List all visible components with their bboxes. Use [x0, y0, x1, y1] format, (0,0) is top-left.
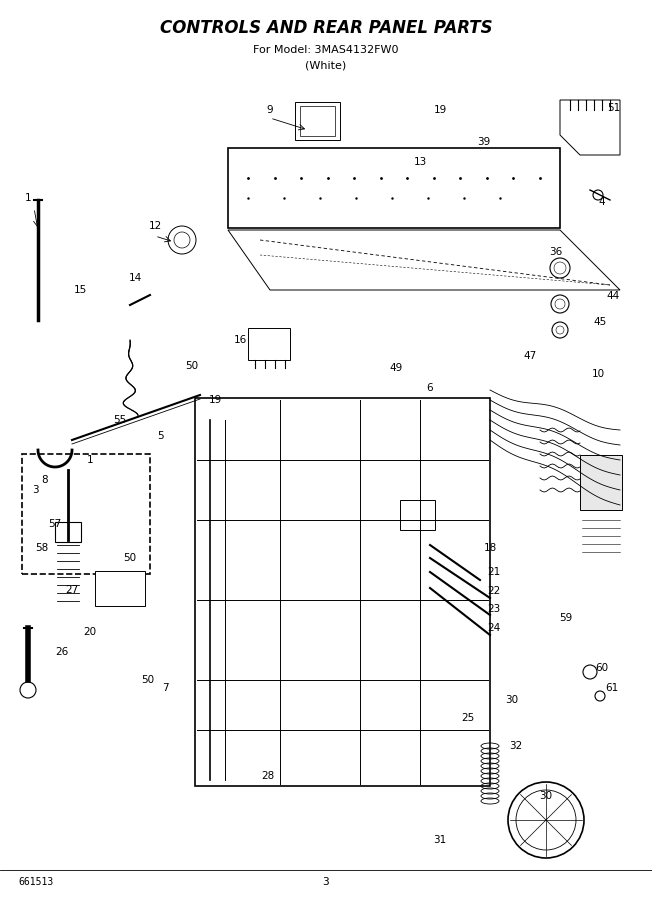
Text: 10: 10 [591, 369, 604, 379]
Text: 61: 61 [605, 683, 619, 693]
Text: 50: 50 [123, 553, 136, 563]
Text: 1: 1 [87, 455, 93, 465]
Text: 60: 60 [595, 663, 608, 673]
Text: 18: 18 [483, 543, 497, 553]
Text: CONTROLS AND REAR PANEL PARTS: CONTROLS AND REAR PANEL PARTS [160, 19, 492, 37]
Text: 39: 39 [477, 137, 490, 147]
Text: 19: 19 [209, 395, 222, 405]
Text: 49: 49 [389, 363, 403, 373]
Text: 59: 59 [559, 613, 572, 623]
Text: 4: 4 [599, 197, 605, 207]
Text: 25: 25 [462, 713, 475, 723]
Text: 30: 30 [505, 695, 518, 705]
Bar [300, 106, 335, 136]
Text: 6: 6 [426, 383, 434, 393]
Text: 57: 57 [48, 519, 62, 529]
Text: 44: 44 [606, 291, 619, 301]
Text: 12: 12 [149, 221, 162, 231]
Text: 50: 50 [185, 361, 199, 371]
Text: 14: 14 [128, 273, 141, 283]
Bar [580, 455, 622, 510]
Text: 45: 45 [593, 317, 606, 327]
Text: 16: 16 [233, 335, 246, 345]
Text: 3: 3 [323, 877, 329, 887]
Text: (White): (White) [305, 60, 347, 70]
Text: 7: 7 [162, 683, 168, 693]
Text: 55: 55 [113, 415, 126, 425]
Text: 31: 31 [434, 835, 447, 845]
Text: 36: 36 [550, 247, 563, 257]
Text: 27: 27 [65, 585, 79, 595]
Text: 3: 3 [32, 485, 38, 495]
Text: 20: 20 [83, 627, 96, 637]
Text: 661513: 661513 [18, 877, 53, 887]
Text: 50: 50 [141, 675, 155, 685]
Bar [295, 102, 340, 140]
Text: 21: 21 [488, 567, 501, 577]
Text: 51: 51 [608, 103, 621, 113]
Text: 1: 1 [25, 193, 31, 203]
Text: 32: 32 [509, 741, 523, 751]
Text: 30: 30 [539, 791, 552, 801]
Text: 28: 28 [261, 771, 274, 781]
Text: 9: 9 [267, 105, 273, 115]
Text: 19: 19 [434, 105, 447, 115]
Text: 13: 13 [413, 157, 426, 167]
Bar [95, 571, 145, 606]
Text: 22: 22 [488, 586, 501, 596]
Bar [22, 454, 150, 574]
Text: 15: 15 [74, 285, 87, 295]
Text: 8: 8 [42, 475, 48, 485]
Text: 5: 5 [156, 431, 163, 441]
Text: 23: 23 [488, 604, 501, 614]
Text: 47: 47 [524, 351, 537, 361]
Text: 58: 58 [35, 543, 49, 553]
Text: 26: 26 [55, 647, 68, 657]
Text: 24: 24 [488, 623, 501, 633]
Bar [55, 522, 81, 542]
Bar [400, 500, 435, 530]
Text: For Model: 3MAS4132FW0: For Model: 3MAS4132FW0 [253, 45, 399, 55]
